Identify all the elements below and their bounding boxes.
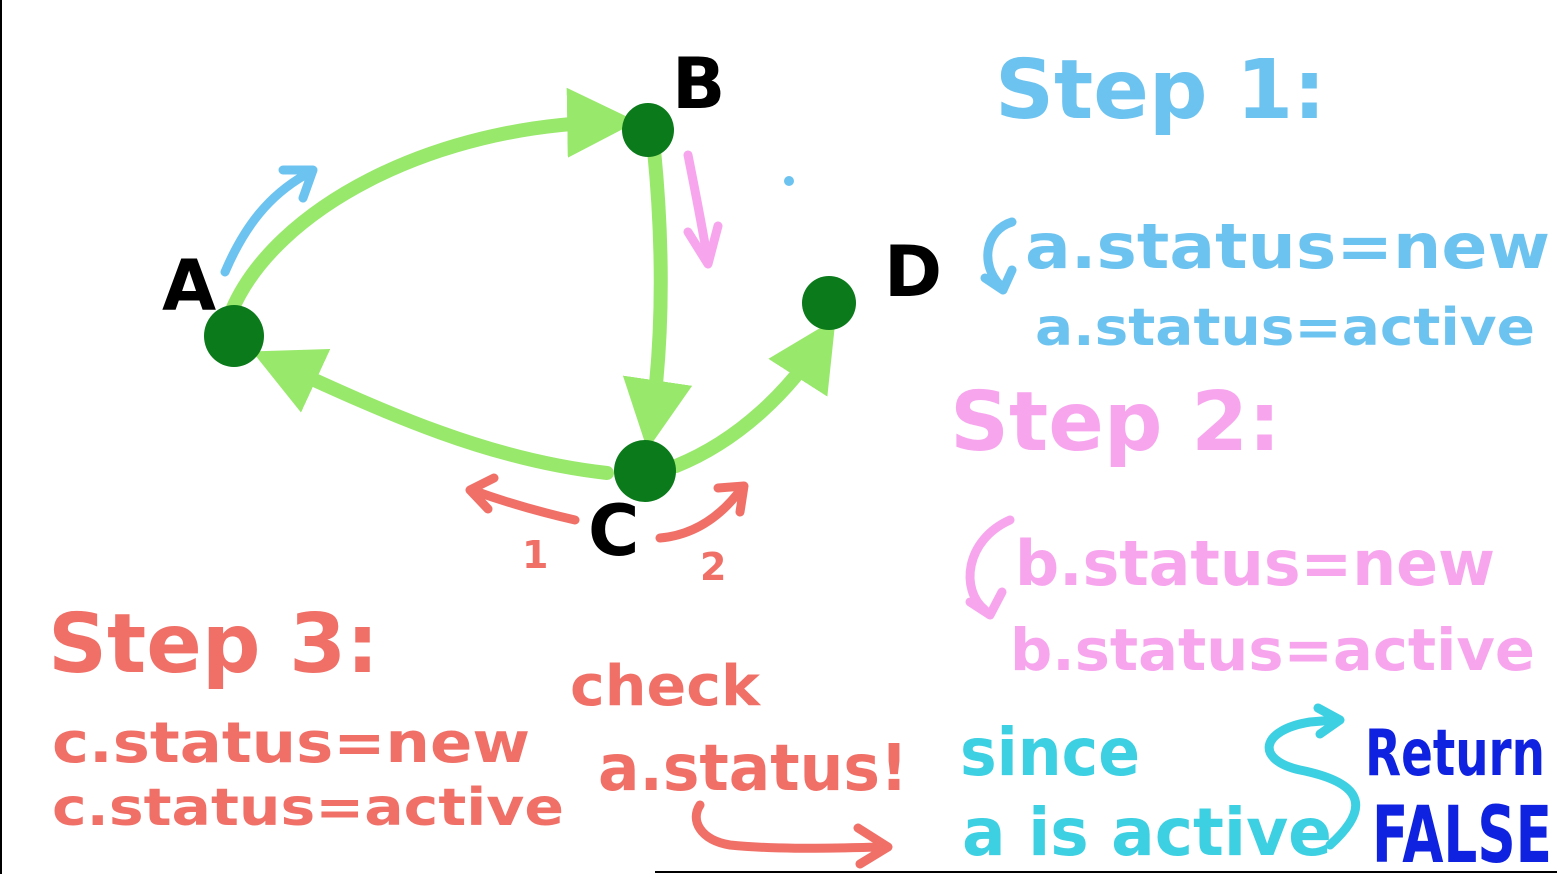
- step1-title: Step 1:: [995, 43, 1326, 138]
- node-label-a: A: [162, 245, 216, 327]
- since-line2: a is active: [962, 794, 1332, 871]
- check-arrow: [691, 800, 893, 869]
- false-label: FALSE: [1372, 791, 1552, 874]
- edge-a-to-b: [225, 87, 638, 317]
- edge-b-to-c: [622, 143, 693, 450]
- step1-hint-arrow: [220, 165, 318, 277]
- step3-title: Step 3:: [48, 597, 379, 692]
- since-line1: since: [960, 714, 1140, 791]
- step2-line2: b.status=active: [1010, 616, 1535, 684]
- bottom-border: [655, 871, 1557, 873]
- step3-line2: c.status=active: [52, 778, 564, 838]
- node-c: [614, 440, 676, 502]
- step2-line1: b.status=new: [1015, 527, 1495, 600]
- graph-edges: [225, 87, 836, 480]
- node-d: [802, 276, 856, 330]
- node-a: [204, 305, 264, 367]
- node-b: [622, 103, 674, 157]
- step3-hint-arrow-1: [465, 473, 580, 525]
- check-line2: a.status!: [598, 732, 908, 806]
- step1-curl-arrow: [980, 217, 1017, 295]
- step2-hint-arrow: [683, 150, 723, 269]
- step1-line1: a.status=new: [1025, 210, 1550, 283]
- return-label: Return: [1365, 717, 1545, 791]
- step2-curl-arrow: [965, 515, 1015, 620]
- stray-dot: [784, 176, 794, 186]
- edge-c-to-a: [252, 348, 614, 480]
- check-line1: check: [570, 654, 762, 719]
- step2-title: Step 2:: [950, 375, 1281, 470]
- edge-c-to-d: [669, 318, 836, 473]
- node-label-b: B: [672, 43, 725, 125]
- step1-line2: a.status=active: [1035, 298, 1535, 358]
- step3-line1: c.status=new: [52, 711, 530, 776]
- step3-hint-arrow-2: [655, 481, 749, 543]
- traversal-number-2: 2: [700, 545, 726, 589]
- graph-nodes: [204, 103, 856, 502]
- node-label-d: D: [884, 231, 942, 313]
- since-to-return-arrow: [1264, 703, 1361, 850]
- left-border: [0, 0, 2, 874]
- traversal-number-1: 1: [522, 533, 548, 577]
- node-label-c: C: [588, 490, 639, 572]
